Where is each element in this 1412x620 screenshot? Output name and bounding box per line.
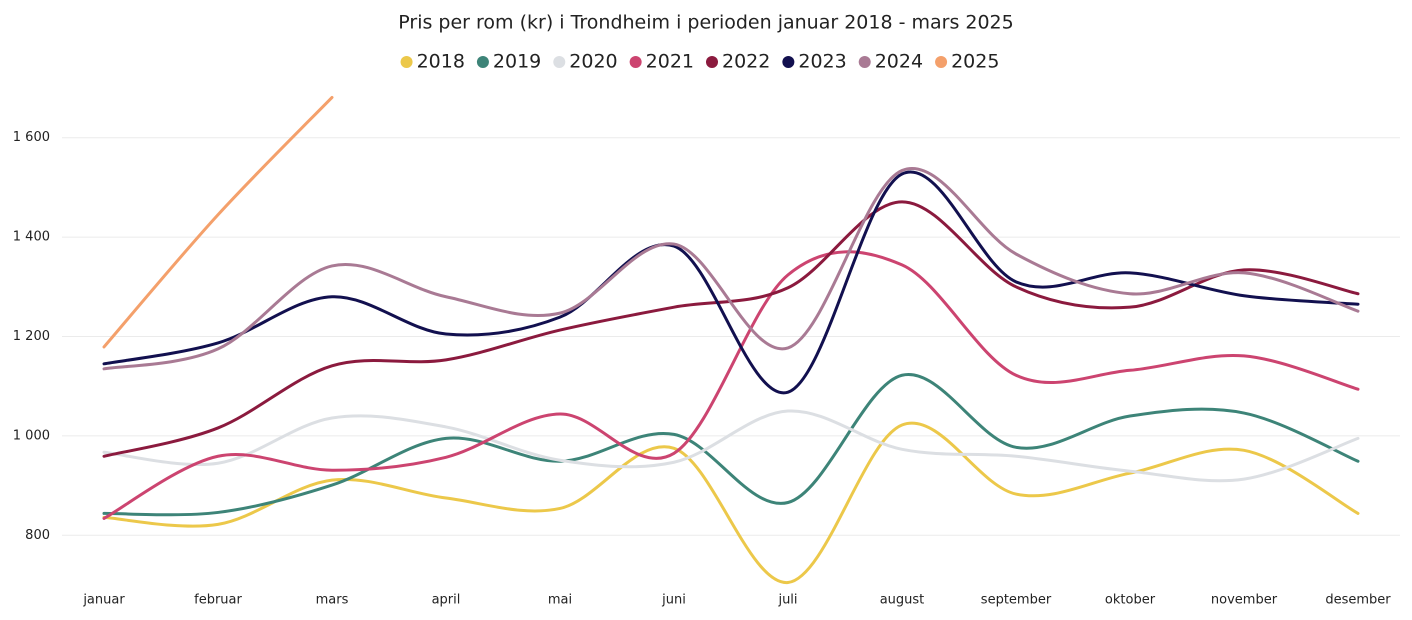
x-tick-label: mai (548, 593, 572, 608)
y-tick-label: 800 (25, 528, 50, 543)
legend-label: 2024 (875, 51, 923, 73)
legend-marker (400, 56, 413, 68)
legend: 2018 2019 2020 2021 2022 2023 2024 2025 (400, 51, 999, 73)
line-series (102, 167, 1360, 371)
line-series (102, 95, 334, 349)
line-series (102, 170, 1360, 395)
x-tick-label: juni (661, 593, 686, 608)
x-tick-label: november (1211, 593, 1278, 608)
line-series (102, 421, 1360, 585)
legend-marker (553, 56, 566, 68)
legend-marker (706, 56, 718, 68)
legend-marker (858, 56, 871, 68)
legend-label: 2023 (798, 51, 846, 73)
x-tick-label: september (981, 593, 1052, 608)
x-tick-label: oktober (1105, 593, 1156, 608)
chart-title: Pris per rom (kr) i Trondheim i perioden… (398, 12, 1013, 34)
x-tick-label: desember (1325, 593, 1391, 608)
x-tick-label: august (880, 593, 925, 608)
x-tick-label: mars (316, 593, 349, 608)
legend-marker (935, 56, 948, 68)
legend-label: 2025 (951, 51, 999, 73)
legend-marker (629, 56, 642, 68)
line-series (102, 409, 1360, 483)
x-tick-label: februar (194, 593, 242, 608)
line-series (102, 250, 1360, 520)
y-tick-label: 1 400 (13, 230, 50, 245)
legend-label: 2019 (493, 51, 541, 73)
legend-label: 2022 (722, 51, 770, 73)
x-tick-label: juli (777, 593, 797, 608)
line-series (102, 200, 1360, 458)
legend-label: 2020 (569, 51, 617, 73)
line-series (102, 373, 1360, 517)
legend-label: 2018 (417, 51, 465, 73)
y-tick-label: 1 000 (13, 428, 50, 443)
legend-label: 2021 (646, 51, 694, 73)
x-tick-label: april (432, 593, 461, 608)
x-tick-label: januar (82, 593, 125, 608)
y-tick-label: 1 200 (13, 329, 50, 344)
legend-marker (782, 56, 795, 68)
legend-marker (476, 56, 489, 68)
y-tick-label: 1 600 (13, 130, 50, 145)
